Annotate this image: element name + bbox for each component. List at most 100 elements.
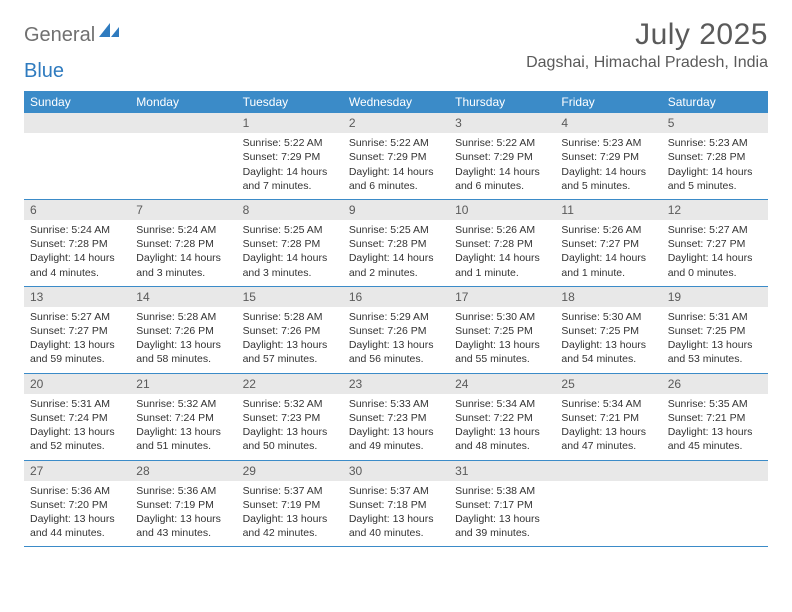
sunrise-text: Sunrise: 5:28 AM: [136, 310, 230, 324]
daylight-text: Daylight: 14 hours and 6 minutes.: [455, 165, 549, 193]
sunrise-text: Sunrise: 5:36 AM: [136, 484, 230, 498]
daylight-text: Daylight: 13 hours and 49 minutes.: [349, 425, 443, 453]
day-cell: 6Sunrise: 5:24 AMSunset: 7:28 PMDaylight…: [24, 200, 130, 286]
sunrise-text: Sunrise: 5:33 AM: [349, 397, 443, 411]
day-content: Sunrise: 5:22 AMSunset: 7:29 PMDaylight:…: [343, 133, 449, 199]
empty-day-cell: [24, 113, 130, 199]
sunrise-text: Sunrise: 5:27 AM: [30, 310, 124, 324]
logo: General: [24, 24, 123, 47]
sunrise-text: Sunrise: 5:37 AM: [349, 484, 443, 498]
day-content: Sunrise: 5:30 AMSunset: 7:25 PMDaylight:…: [555, 307, 661, 373]
sunset-text: Sunset: 7:25 PM: [561, 324, 655, 338]
weekday-cell: Monday: [130, 91, 236, 113]
daylight-text: Daylight: 14 hours and 1 minute.: [561, 251, 655, 279]
sunset-text: Sunset: 7:29 PM: [561, 150, 655, 164]
day-content: Sunrise: 5:26 AMSunset: 7:27 PMDaylight:…: [555, 220, 661, 286]
sunrise-text: Sunrise: 5:29 AM: [349, 310, 443, 324]
daylight-text: Daylight: 14 hours and 2 minutes.: [349, 251, 443, 279]
day-content: Sunrise: 5:26 AMSunset: 7:28 PMDaylight:…: [449, 220, 555, 286]
sunrise-text: Sunrise: 5:24 AM: [30, 223, 124, 237]
week-row: 27Sunrise: 5:36 AMSunset: 7:20 PMDayligh…: [24, 461, 768, 548]
day-number: 7: [130, 200, 236, 220]
day-cell: 24Sunrise: 5:34 AMSunset: 7:22 PMDayligh…: [449, 374, 555, 460]
day-content: Sunrise: 5:33 AMSunset: 7:23 PMDaylight:…: [343, 394, 449, 460]
sunrise-text: Sunrise: 5:25 AM: [349, 223, 443, 237]
day-number: 19: [662, 287, 768, 307]
week-row: 6Sunrise: 5:24 AMSunset: 7:28 PMDaylight…: [24, 200, 768, 287]
daylight-text: Daylight: 14 hours and 3 minutes.: [243, 251, 337, 279]
empty-day-cell: [662, 461, 768, 547]
weeks-container: 1Sunrise: 5:22 AMSunset: 7:29 PMDaylight…: [24, 113, 768, 547]
sunrise-text: Sunrise: 5:22 AM: [455, 136, 549, 150]
day-cell: 3Sunrise: 5:22 AMSunset: 7:29 PMDaylight…: [449, 113, 555, 199]
sunrise-text: Sunrise: 5:22 AM: [243, 136, 337, 150]
week-row: 20Sunrise: 5:31 AMSunset: 7:24 PMDayligh…: [24, 374, 768, 461]
daylight-text: Daylight: 13 hours and 54 minutes.: [561, 338, 655, 366]
day-content: Sunrise: 5:31 AMSunset: 7:25 PMDaylight:…: [662, 307, 768, 373]
day-number: 4: [555, 113, 661, 133]
day-number: 27: [24, 461, 130, 481]
sunset-text: Sunset: 7:20 PM: [30, 498, 124, 512]
sunset-text: Sunset: 7:21 PM: [561, 411, 655, 425]
sunset-text: Sunset: 7:28 PM: [243, 237, 337, 251]
empty-day-cell: [555, 461, 661, 547]
daylight-text: Daylight: 13 hours and 52 minutes.: [30, 425, 124, 453]
day-cell: 11Sunrise: 5:26 AMSunset: 7:27 PMDayligh…: [555, 200, 661, 286]
day-number: 30: [343, 461, 449, 481]
sunrise-text: Sunrise: 5:30 AM: [561, 310, 655, 324]
day-content: Sunrise: 5:27 AMSunset: 7:27 PMDaylight:…: [24, 307, 130, 373]
day-cell: 14Sunrise: 5:28 AMSunset: 7:26 PMDayligh…: [130, 287, 236, 373]
day-content: Sunrise: 5:29 AMSunset: 7:26 PMDaylight:…: [343, 307, 449, 373]
day-number: 5: [662, 113, 768, 133]
sunset-text: Sunset: 7:25 PM: [455, 324, 549, 338]
sunset-text: Sunset: 7:23 PM: [349, 411, 443, 425]
day-cell: 8Sunrise: 5:25 AMSunset: 7:28 PMDaylight…: [237, 200, 343, 286]
sunset-text: Sunset: 7:28 PM: [136, 237, 230, 251]
day-number: 10: [449, 200, 555, 220]
day-content: Sunrise: 5:23 AMSunset: 7:29 PMDaylight:…: [555, 133, 661, 199]
sunset-text: Sunset: 7:28 PM: [349, 237, 443, 251]
day-number: [662, 461, 768, 481]
sunrise-text: Sunrise: 5:32 AM: [243, 397, 337, 411]
sunset-text: Sunset: 7:27 PM: [561, 237, 655, 251]
day-cell: 10Sunrise: 5:26 AMSunset: 7:28 PMDayligh…: [449, 200, 555, 286]
day-cell: 1Sunrise: 5:22 AMSunset: 7:29 PMDaylight…: [237, 113, 343, 199]
week-row: 1Sunrise: 5:22 AMSunset: 7:29 PMDaylight…: [24, 113, 768, 200]
weekday-cell: Thursday: [449, 91, 555, 113]
day-cell: 5Sunrise: 5:23 AMSunset: 7:28 PMDaylight…: [662, 113, 768, 199]
daylight-text: Daylight: 13 hours and 47 minutes.: [561, 425, 655, 453]
day-content: Sunrise: 5:25 AMSunset: 7:28 PMDaylight:…: [343, 220, 449, 286]
weekday-header-row: SundayMondayTuesdayWednesdayThursdayFrid…: [24, 91, 768, 113]
day-content: Sunrise: 5:22 AMSunset: 7:29 PMDaylight:…: [449, 133, 555, 199]
day-cell: 25Sunrise: 5:34 AMSunset: 7:21 PMDayligh…: [555, 374, 661, 460]
sunset-text: Sunset: 7:21 PM: [668, 411, 762, 425]
day-cell: 20Sunrise: 5:31 AMSunset: 7:24 PMDayligh…: [24, 374, 130, 460]
sunrise-text: Sunrise: 5:25 AM: [243, 223, 337, 237]
daylight-text: Daylight: 13 hours and 55 minutes.: [455, 338, 549, 366]
daylight-text: Daylight: 14 hours and 7 minutes.: [243, 165, 337, 193]
day-content: Sunrise: 5:25 AMSunset: 7:28 PMDaylight:…: [237, 220, 343, 286]
day-content: Sunrise: 5:24 AMSunset: 7:28 PMDaylight:…: [24, 220, 130, 286]
sunset-text: Sunset: 7:19 PM: [136, 498, 230, 512]
sunset-text: Sunset: 7:17 PM: [455, 498, 549, 512]
day-number: 29: [237, 461, 343, 481]
daylight-text: Daylight: 13 hours and 42 minutes.: [243, 512, 337, 540]
day-cell: 31Sunrise: 5:38 AMSunset: 7:17 PMDayligh…: [449, 461, 555, 547]
daylight-text: Daylight: 14 hours and 5 minutes.: [561, 165, 655, 193]
day-cell: 16Sunrise: 5:29 AMSunset: 7:26 PMDayligh…: [343, 287, 449, 373]
day-number: 21: [130, 374, 236, 394]
sunrise-text: Sunrise: 5:38 AM: [455, 484, 549, 498]
sunrise-text: Sunrise: 5:31 AM: [30, 397, 124, 411]
sunrise-text: Sunrise: 5:35 AM: [668, 397, 762, 411]
day-content: Sunrise: 5:31 AMSunset: 7:24 PMDaylight:…: [24, 394, 130, 460]
daylight-text: Daylight: 13 hours and 44 minutes.: [30, 512, 124, 540]
daylight-text: Daylight: 14 hours and 4 minutes.: [30, 251, 124, 279]
daylight-text: Daylight: 13 hours and 51 minutes.: [136, 425, 230, 453]
day-cell: 7Sunrise: 5:24 AMSunset: 7:28 PMDaylight…: [130, 200, 236, 286]
day-number: 17: [449, 287, 555, 307]
title-block: July 2025 Dagshai, Himachal Pradesh, Ind…: [526, 18, 768, 72]
day-cell: 28Sunrise: 5:36 AMSunset: 7:19 PMDayligh…: [130, 461, 236, 547]
sunset-text: Sunset: 7:29 PM: [243, 150, 337, 164]
day-number: [130, 113, 236, 133]
day-content: Sunrise: 5:32 AMSunset: 7:24 PMDaylight:…: [130, 394, 236, 460]
